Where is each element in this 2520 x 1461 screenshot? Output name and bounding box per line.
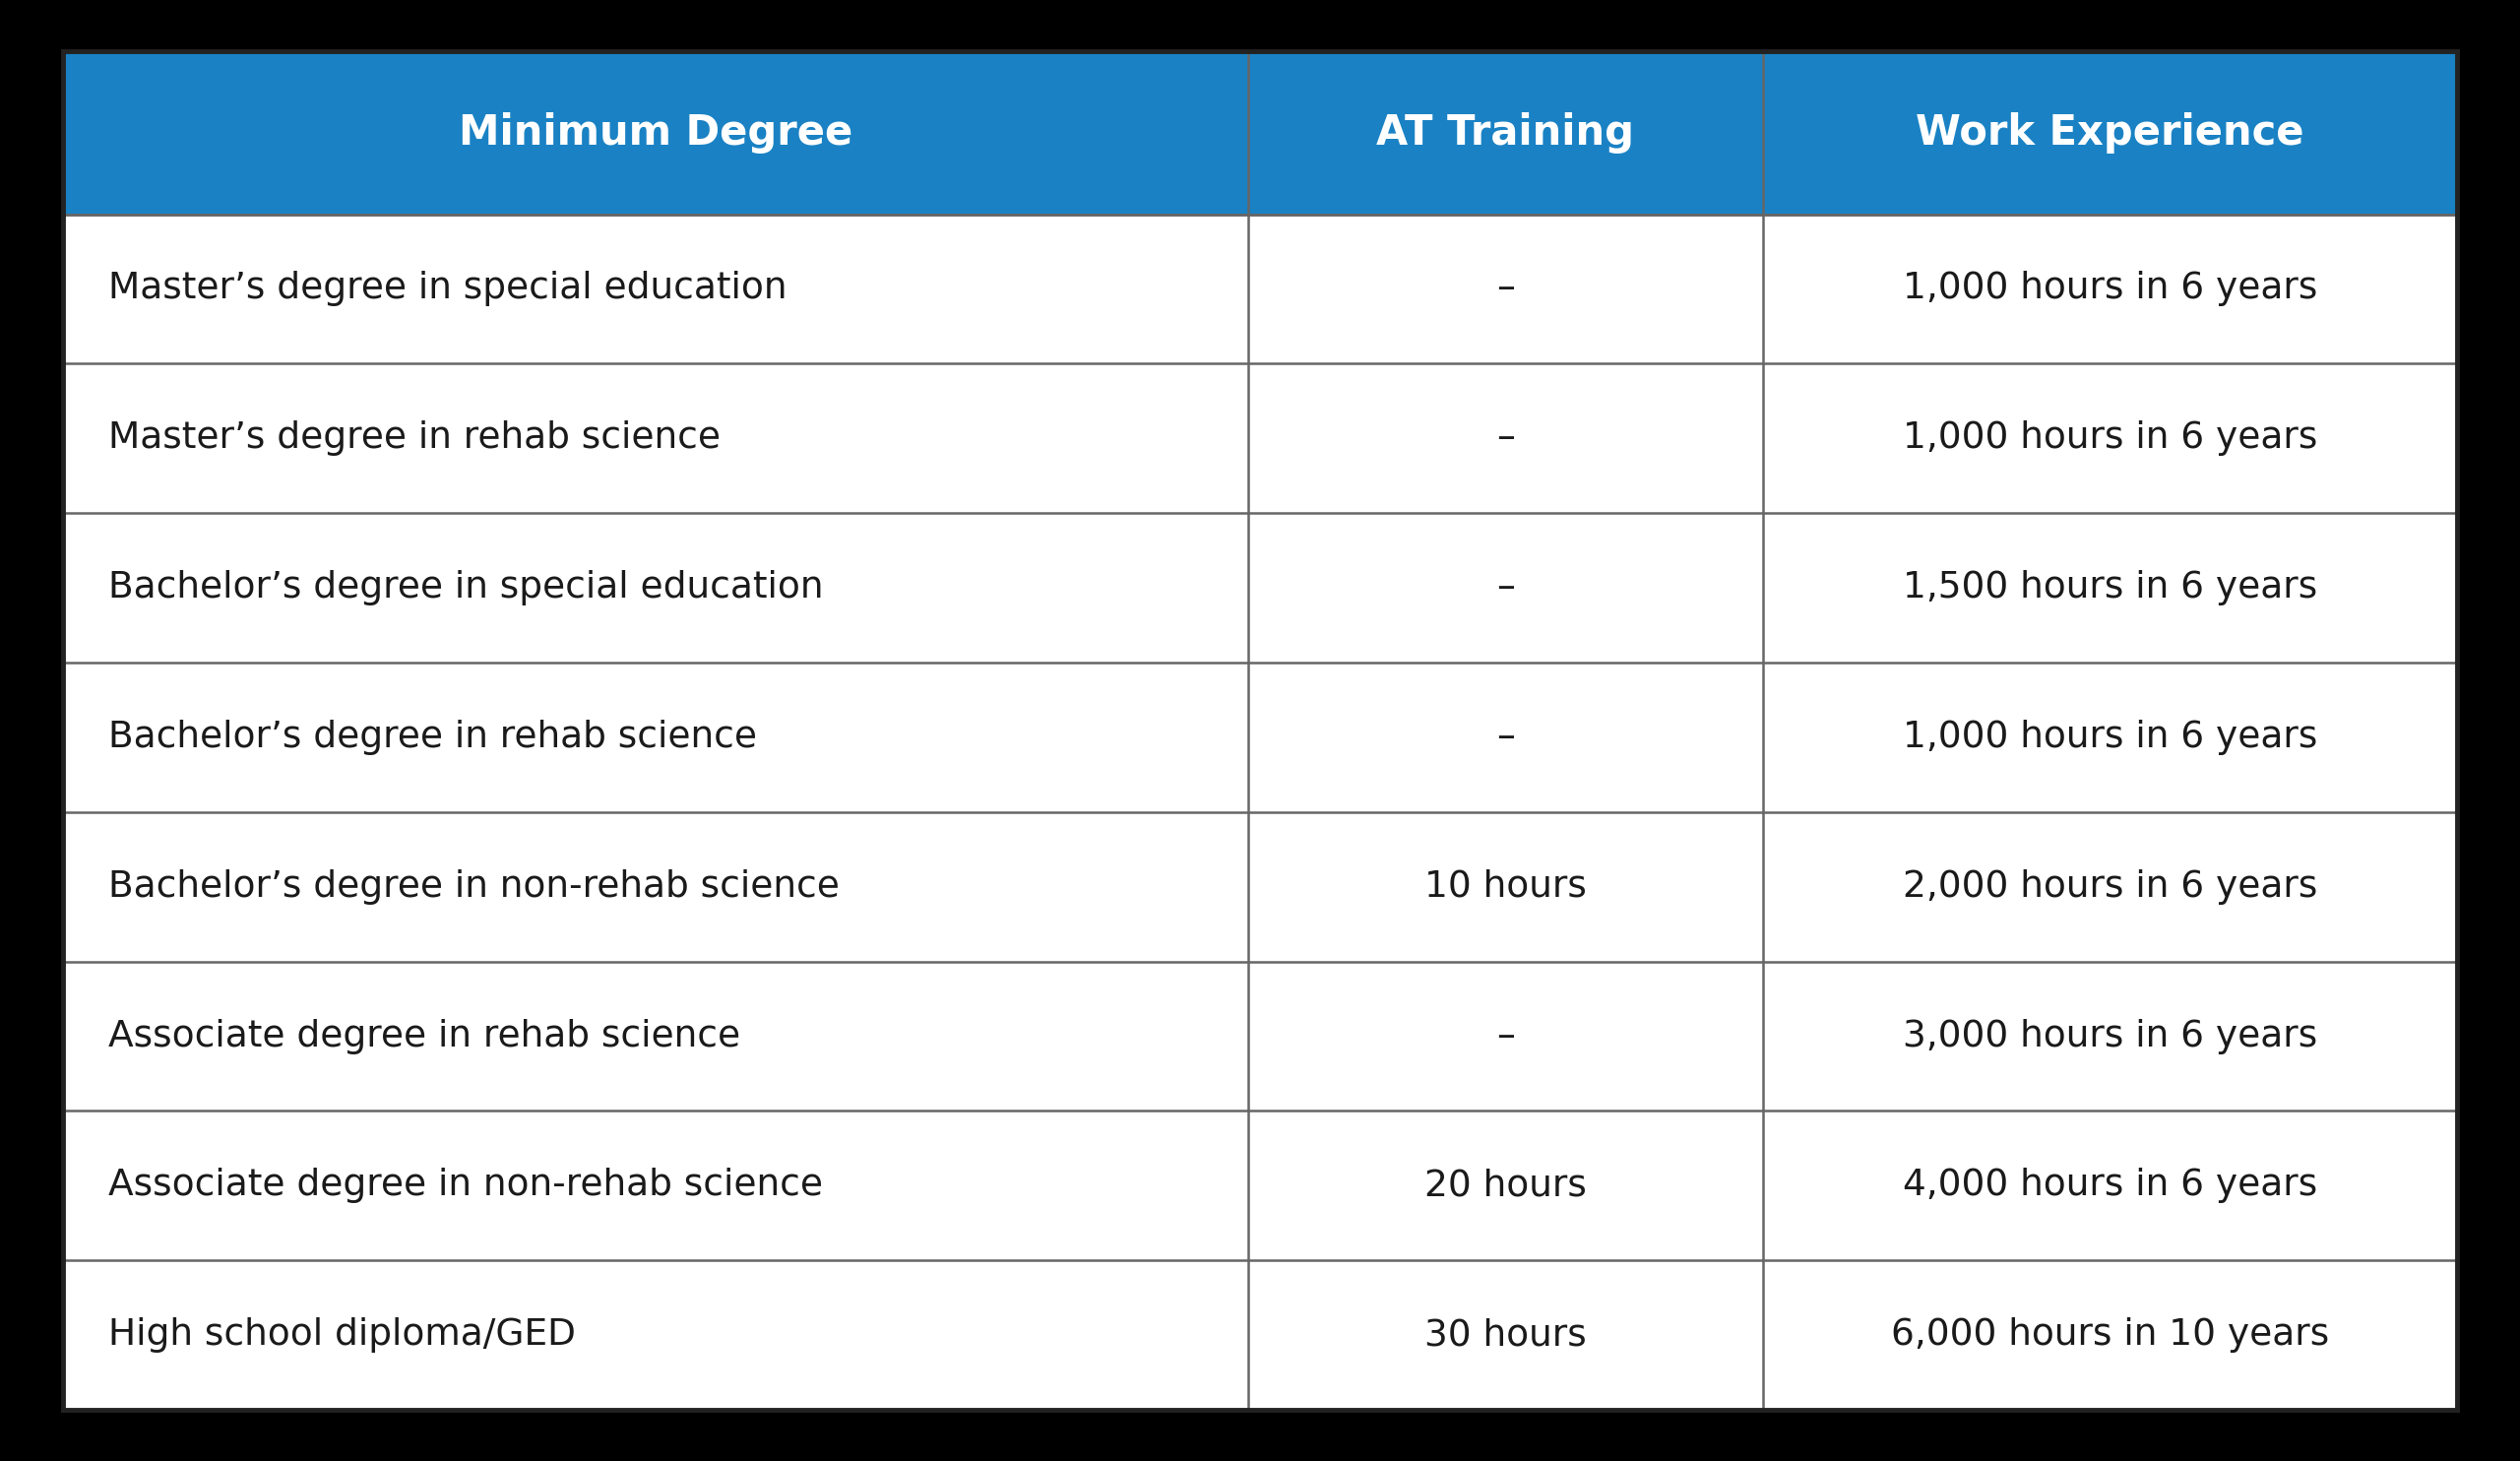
Text: –: – — [1497, 1018, 1515, 1053]
Text: Bachelor’s degree in rehab science: Bachelor’s degree in rehab science — [108, 720, 756, 755]
Text: 1,500 hours in 6 years: 1,500 hours in 6 years — [1903, 570, 2318, 605]
Text: 1,000 hours in 6 years: 1,000 hours in 6 years — [1903, 421, 2318, 456]
Text: –: – — [1497, 421, 1515, 456]
Text: –: – — [1497, 720, 1515, 755]
Text: 30 hours: 30 hours — [1424, 1318, 1588, 1353]
Text: AT Training: AT Training — [1376, 112, 1635, 153]
Text: 2,000 hours in 6 years: 2,000 hours in 6 years — [1903, 869, 2318, 904]
Bar — [63, 51, 1247, 215]
Text: Master’s degree in special education: Master’s degree in special education — [108, 272, 786, 307]
Text: 20 hours: 20 hours — [1424, 1167, 1588, 1204]
Text: Minimum Degree: Minimum Degree — [459, 112, 852, 153]
Text: –: – — [1497, 272, 1515, 307]
Text: –: – — [1497, 570, 1515, 605]
Text: High school diploma/GED: High school diploma/GED — [108, 1318, 577, 1353]
Text: 4,000 hours in 6 years: 4,000 hours in 6 years — [1903, 1167, 2318, 1204]
Text: Work Experience: Work Experience — [1915, 112, 2303, 153]
Text: Associate degree in non-rehab science: Associate degree in non-rehab science — [108, 1167, 824, 1204]
Text: 10 hours: 10 hours — [1424, 869, 1588, 904]
Text: 1,000 hours in 6 years: 1,000 hours in 6 years — [1903, 720, 2318, 755]
Text: Master’s degree in rehab science: Master’s degree in rehab science — [108, 421, 721, 456]
Text: Bachelor’s degree in non-rehab science: Bachelor’s degree in non-rehab science — [108, 869, 839, 904]
Text: Associate degree in rehab science: Associate degree in rehab science — [108, 1018, 741, 1053]
Bar — [1247, 51, 1764, 215]
Bar — [1764, 51, 2457, 215]
Text: 3,000 hours in 6 years: 3,000 hours in 6 years — [1903, 1018, 2318, 1053]
Text: Bachelor’s degree in special education: Bachelor’s degree in special education — [108, 570, 824, 605]
Text: 1,000 hours in 6 years: 1,000 hours in 6 years — [1903, 272, 2318, 307]
Text: 6,000 hours in 10 years: 6,000 hours in 10 years — [1890, 1318, 2328, 1353]
